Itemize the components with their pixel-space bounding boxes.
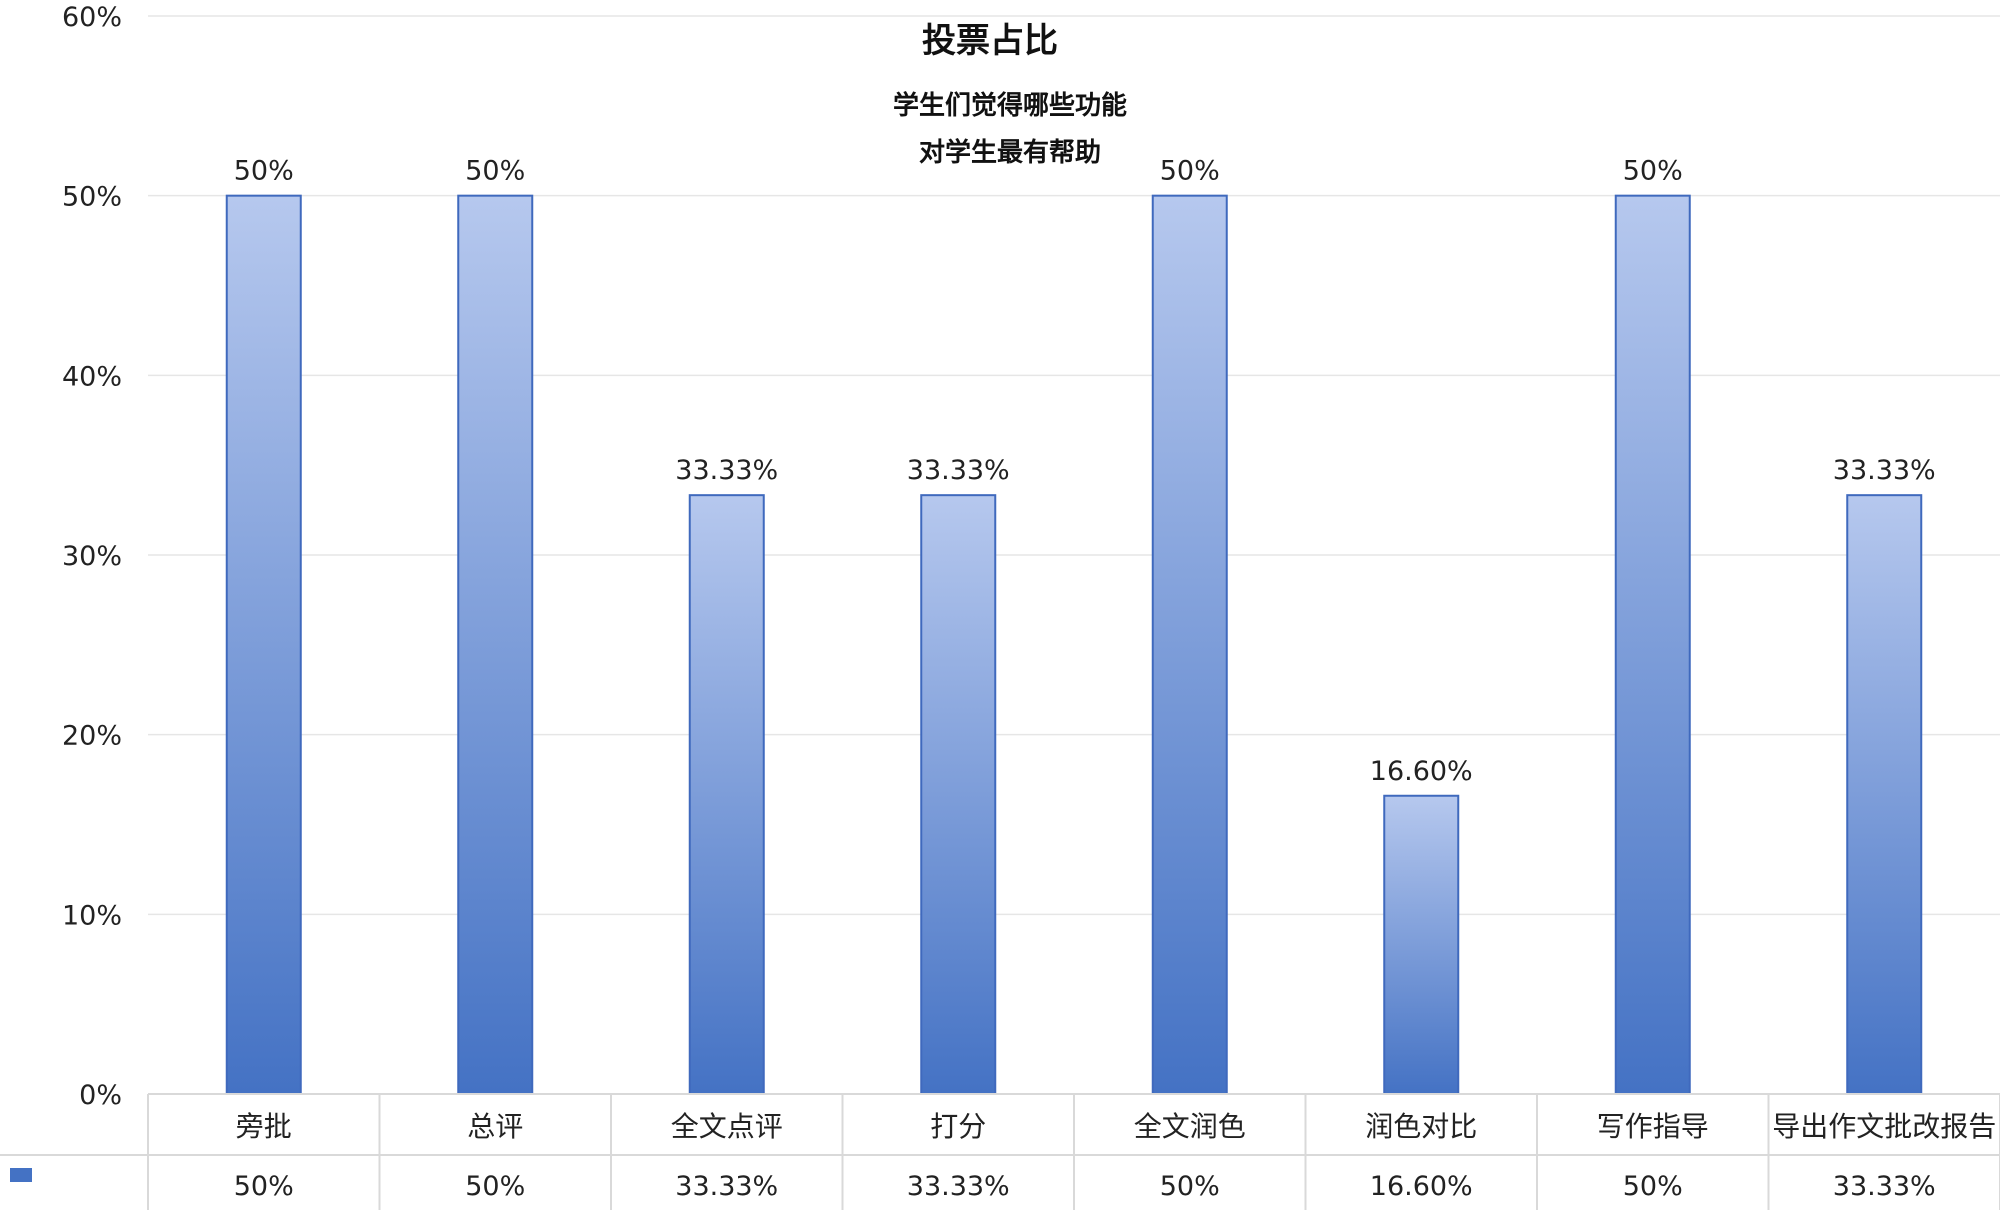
bars	[225, 194, 1923, 1096]
chart-subtitle-line-1: 学生们觉得哪些功能	[893, 90, 1127, 121]
y-tick-label: 20%	[62, 721, 122, 752]
table-value-cell: 33.33%	[1833, 1171, 1936, 1202]
bar-value-label: 16.60%	[1370, 756, 1473, 787]
y-tick-label: 50%	[62, 182, 122, 213]
table-value-cell: 50%	[1623, 1171, 1683, 1202]
bar-value-label: 33.33%	[907, 455, 1010, 486]
y-tick-label: 60%	[62, 2, 122, 33]
category-label: 全文点评	[671, 1110, 783, 1143]
bar-value-label: 33.33%	[675, 455, 778, 486]
y-tick-label: 40%	[62, 361, 122, 392]
data-table: 旁批 50% 总评 50% 全文点评 33.33% 打分 33.33% 全文润色 50% 润色对比 1…	[0, 1093, 2000, 1210]
chart-subtitle-line-2: 对学生最有帮助	[919, 137, 1101, 168]
category-label: 全文润色	[1134, 1110, 1246, 1143]
y-axis-ticks: 0% 10% 20% 30% 40% 50% 60%	[62, 2, 122, 1111]
bar	[1383, 794, 1460, 1096]
bar-value-label: 50%	[1160, 156, 1220, 187]
data-labels: 50% 50% 33.33% 33.33% 50% 16.60% 50% 33.33%	[234, 156, 1936, 787]
y-tick-label: 0%	[79, 1080, 122, 1111]
bar-value-label: 33.33%	[1833, 455, 1936, 486]
table-value-cell: 50%	[234, 1171, 294, 1202]
bar	[1846, 494, 1923, 1095]
bar-value-label: 50%	[1623, 156, 1683, 187]
bar-value-label: 50%	[234, 156, 294, 187]
bar	[688, 494, 765, 1095]
table-value-cell: 33.33%	[675, 1171, 778, 1202]
table-value-cell: 33.33%	[907, 1171, 1010, 1202]
category-label: 打分	[930, 1110, 986, 1143]
category-label: 旁批	[236, 1110, 292, 1143]
category-label: 润色对比	[1365, 1110, 1477, 1143]
legend-key	[10, 1168, 32, 1182]
category-label: 总评	[467, 1110, 523, 1143]
bar	[1614, 194, 1691, 1095]
category-label: 导出作文批改报告	[1772, 1110, 1996, 1143]
bar-value-label: 50%	[465, 156, 525, 187]
gridlines	[148, 15, 2000, 1095]
bar	[920, 494, 997, 1095]
bar	[1151, 194, 1228, 1095]
bar	[457, 194, 534, 1095]
table-value-cell: 50%	[465, 1171, 525, 1202]
chart-title: 投票占比	[922, 21, 1058, 61]
table-value-cell: 16.60%	[1370, 1171, 1473, 1202]
category-label: 写作指导	[1597, 1110, 1709, 1143]
table-value-cell: 50%	[1160, 1171, 1220, 1202]
bar	[225, 194, 302, 1095]
y-tick-label: 10%	[62, 900, 122, 931]
y-tick-label: 30%	[62, 541, 122, 572]
